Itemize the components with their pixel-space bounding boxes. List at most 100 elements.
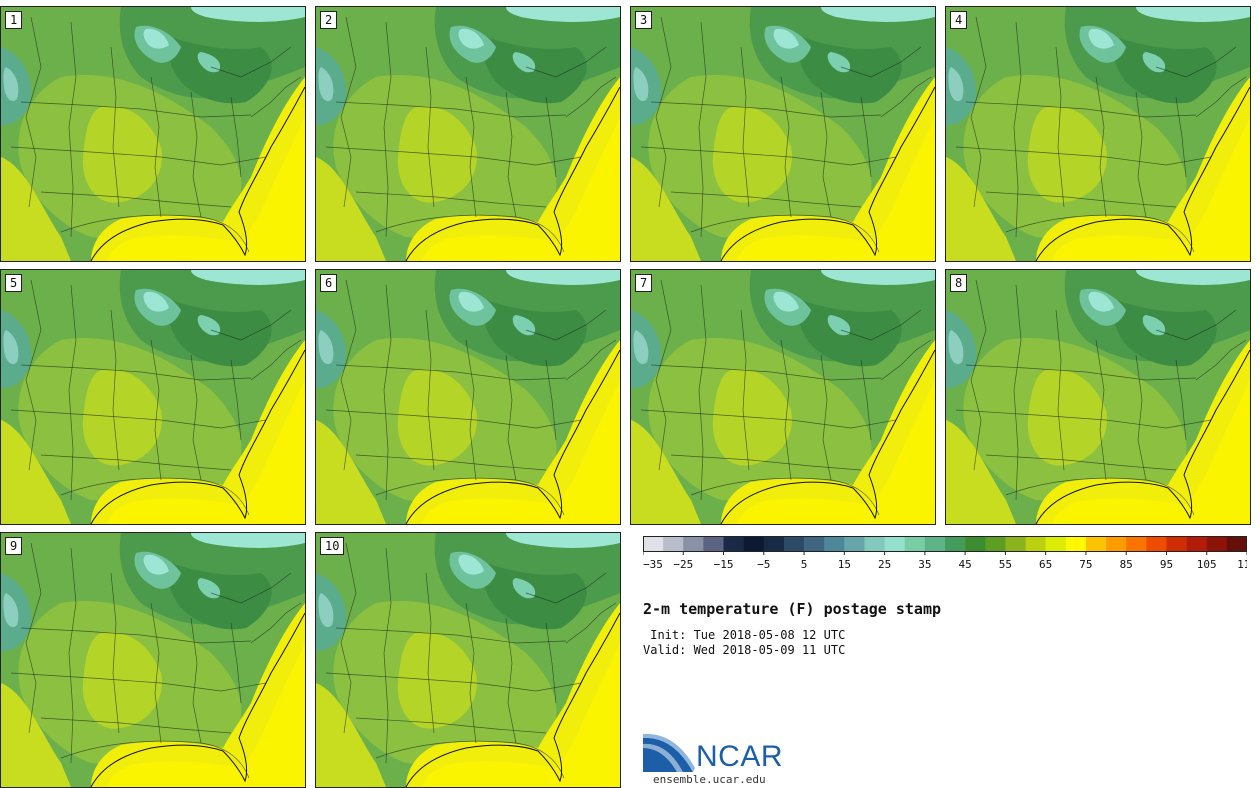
- state-border: [340, 279, 357, 471]
- state-border: [1155, 46, 1237, 78]
- state-border: [965, 101, 1197, 118]
- colorbar-swatch: [824, 536, 845, 552]
- colorbar-svg: −35 −25 −15 −5 5 15 25 35 45 55 65 75 85 95 105 115: [643, 536, 1247, 571]
- colorbar: −35 −25 −15 −5 5 15 25 35 45 55 65 75 85 95 105 115: [643, 536, 1247, 576]
- state-border: [1095, 76, 1107, 218]
- colorbar-tick-label: −35: [643, 558, 663, 571]
- state-border: [150, 602, 162, 744]
- state-border: [965, 364, 1197, 381]
- state-border: [780, 339, 792, 481]
- temperature-contour: [1052, 380, 1250, 524]
- state-border: [335, 627, 567, 644]
- state-border: [250, 339, 302, 381]
- state-border: [640, 146, 897, 166]
- temperature-contour: [1136, 7, 1250, 22]
- colorbar-swatch: [945, 536, 966, 552]
- temperature-map: [1, 7, 305, 261]
- state-border: [355, 717, 547, 734]
- state-border: [40, 191, 232, 208]
- coastline: [720, 349, 935, 524]
- colorbar-tick-label: 105: [1197, 558, 1217, 571]
- state-border: [970, 279, 987, 471]
- state-border: [955, 409, 1212, 429]
- ncar-logo-icon: [643, 732, 695, 772]
- state-border: [840, 46, 922, 78]
- colorbar-swatch: [1166, 536, 1187, 552]
- state-border: [780, 76, 792, 218]
- colorbar-tick-label: −15: [714, 558, 734, 571]
- temperature-map: [946, 270, 1250, 524]
- colorbar-swatch: [723, 536, 744, 552]
- state-border: [383, 284, 392, 501]
- state-border: [740, 46, 750, 208]
- temperature-contour: [946, 157, 1016, 261]
- temperature-contour: [191, 7, 305, 22]
- state-border: [860, 359, 872, 441]
- state-border: [25, 279, 42, 471]
- temperature-contour: [406, 603, 620, 787]
- colorbar-swatch: [703, 536, 724, 552]
- state-border: [505, 354, 517, 481]
- temperature-contour: [406, 77, 620, 261]
- temperature-contour: [143, 291, 169, 312]
- temperature-contour: [107, 380, 305, 524]
- state-border: [565, 76, 617, 118]
- state-border: [68, 547, 77, 764]
- colorbar-swatch: [864, 536, 885, 552]
- state-border: [505, 617, 517, 744]
- temperature-contour: [506, 7, 620, 22]
- state-border: [1005, 477, 1195, 516]
- colorbar-swatch: [1045, 536, 1067, 552]
- temperature-contour: [1142, 315, 1166, 336]
- temperature-contour: [737, 380, 935, 524]
- state-border: [505, 91, 517, 218]
- colorbar-tick-label: 5: [801, 558, 808, 571]
- state-border: [60, 214, 250, 253]
- state-border: [425, 46, 435, 208]
- member-label: 8: [950, 274, 968, 292]
- state-border: [335, 101, 567, 118]
- state-border: [150, 76, 162, 218]
- temperature-contour: [191, 533, 305, 548]
- colorbar-swatch: [1025, 536, 1046, 552]
- temperature-contour: [1, 420, 71, 524]
- valid-time: Valid: Wed 2018-05-09 11 UTC: [643, 643, 846, 657]
- state-border: [190, 354, 202, 481]
- state-border: [670, 454, 862, 471]
- member-panel-9: 9: [0, 532, 306, 788]
- temperature-contour: [1052, 117, 1250, 261]
- state-border: [340, 542, 357, 734]
- state-border: [955, 146, 1212, 166]
- state-border: [525, 46, 607, 78]
- temperature-contour: [91, 77, 305, 261]
- state-border: [650, 364, 882, 381]
- state-border: [25, 542, 42, 734]
- state-border: [210, 309, 292, 341]
- state-border: [650, 101, 882, 118]
- state-border: [465, 602, 477, 744]
- state-border: [210, 572, 292, 604]
- temperature-contour: [821, 7, 935, 22]
- colorbar-swatch: [1005, 536, 1026, 552]
- colorbar-tick-label: 85: [1120, 558, 1133, 571]
- logo-url: ensemble.ucar.edu: [653, 773, 766, 786]
- colorbar-tick-label: −25: [673, 558, 693, 571]
- state-border: [10, 146, 267, 166]
- colorbar-swatch: [884, 536, 906, 552]
- state-border: [820, 354, 832, 481]
- colorbar-border: [643, 536, 1247, 552]
- state-border: [1055, 46, 1065, 208]
- state-border: [325, 146, 582, 166]
- state-border: [355, 191, 547, 208]
- member-panel-3: 3: [630, 6, 936, 262]
- state-border: [68, 21, 77, 238]
- state-border: [383, 21, 392, 238]
- colorbar-tick-label: 45: [959, 558, 972, 571]
- temperature-contour: [721, 340, 935, 524]
- state-border: [110, 309, 120, 471]
- member-panel-7: 7: [630, 269, 936, 525]
- colorbar-swatch: [985, 536, 1006, 552]
- temperature-contour: [1142, 52, 1166, 73]
- state-border: [230, 359, 242, 441]
- member-label: 9: [5, 537, 23, 555]
